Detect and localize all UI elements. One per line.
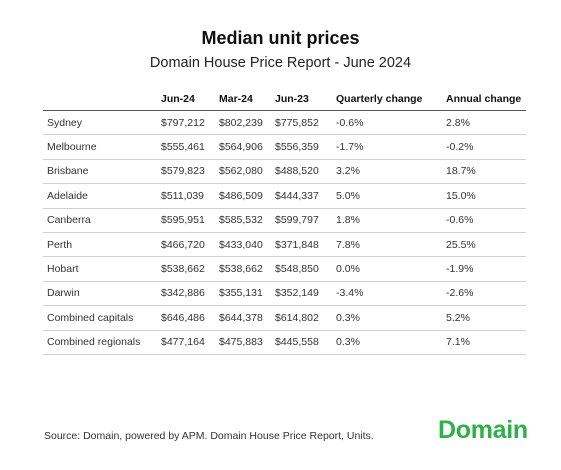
row-label: Brisbane [43,159,157,185]
table-cell: -0.6% [332,110,442,136]
table-cell: 1.8% [332,208,442,233]
table-cell: 0.0% [332,256,442,282]
table-cell: $475,883 [215,330,271,355]
row-label: Combined regionals [43,330,157,355]
table-cell: $775,852 [271,110,332,136]
table-cell: -1.7% [332,134,442,160]
table-cell: 3.2% [332,159,442,185]
chart-subtitle: Domain House Price Report - June 2024 [149,55,412,71]
table-cell: $644,378 [215,305,271,331]
row-label: Combined capitals [43,305,157,331]
table-cell: 5.0% [332,183,442,209]
table-body: Sydney $797,212 $802,239 $775,852 -0.6% 2.8% M… [43,110,526,355]
table-row: Adelaide $511,039 $486,509 $444,337 5.0% 15.0… [43,183,526,209]
table-cell: -1.9% [442,256,526,282]
row-label: Perth [43,232,157,258]
table-cell: $488,520 [271,159,332,185]
column-header: Mar-24 [215,88,271,111]
table-cell: $433,040 [215,232,271,258]
table-cell: 7.8% [332,232,442,258]
table-cell: $599,797 [271,208,332,233]
table-cell: 15.0% [442,183,526,209]
table-cell: $579,823 [157,159,215,185]
table-cell: $538,662 [157,256,215,282]
price-table: Jun-24 Mar-24 Jun-23 Quarterly change An… [43,88,526,355]
column-header [43,88,157,111]
table-cell: $614,802 [271,305,332,331]
table-cell: $548,850 [271,256,332,282]
table-cell: $562,080 [215,159,271,185]
table-row: Sydney $797,212 $802,239 $775,852 -0.6% 2.8% [43,110,526,136]
domain-logo: Domain [438,416,528,444]
table-header-row: Jun-24 Mar-24 Jun-23 Quarterly change An… [43,88,526,111]
table-row: Brisbane $579,823 $562,080 $488,520 3.2% 18.7… [43,159,526,185]
source-note: Source: Domain, powered by APM. Domain H… [44,430,374,442]
column-header: Jun-24 [157,88,215,111]
table-cell: $445,558 [271,330,332,355]
table-row: Melbourne $555,461 $564,906 $556,359 -1.7% -0… [43,134,526,160]
table-cell: $511,039 [157,183,215,209]
table-cell: $466,720 [157,232,215,258]
table-row: Perth $466,720 $433,040 $371,848 7.8% 25.5% [43,232,526,258]
table-cell: $352,149 [271,281,332,307]
table-cell: 18.7% [442,159,526,185]
table-cell: $477,164 [157,330,215,355]
table-cell: $486,509 [215,183,271,209]
row-label: Hobart [43,256,157,282]
table-cell: $646,486 [157,305,215,331]
table-row: Darwin $342,886 $355,131 $352,149 -3.4% -2.6% [43,281,526,307]
table-cell: $538,662 [215,256,271,282]
table-cell: -0.2% [442,134,526,160]
table-cell: $797,212 [157,110,215,136]
column-header: Annual change [442,88,526,111]
table-cell: -3.4% [332,281,442,307]
column-header: Jun-23 [271,88,332,111]
table-cell: 2.8% [442,110,526,136]
table-row: Hobart $538,662 $538,662 $548,850 0.0% -1.9% [43,256,526,282]
row-label: Darwin [43,281,157,307]
table-cell: 0.3% [332,330,442,355]
table-cell: $555,461 [157,134,215,160]
table-cell: 7.1% [442,330,526,355]
table-cell: $444,337 [271,183,332,209]
table-row: Canberra $595,951 $585,532 $599,797 1.8% -0.6… [43,208,526,233]
table-cell: $355,131 [215,281,271,307]
table-cell: -2.6% [442,281,526,307]
row-label: Sydney [43,110,157,136]
table-cell: $595,951 [157,208,215,233]
table-cell: $585,532 [215,208,271,233]
table-cell: $802,239 [215,110,271,136]
table-cell: $371,848 [271,232,332,258]
chart-title: Median unit prices [201,28,360,48]
table-cell: 25.5% [442,232,526,258]
table-cell: $564,906 [215,134,271,160]
table-row: Combined regionals $477,164 $475,883 $445,5… [43,330,526,355]
row-label: Canberra [43,208,157,233]
row-label: Melbourne [43,134,157,160]
table-cell: -0.6% [442,208,526,233]
row-label: Adelaide [43,183,157,209]
table-cell: 0.3% [332,305,442,331]
table-cell: $556,359 [271,134,332,160]
table-cell: 5.2% [442,305,526,331]
column-header: Quarterly change [332,88,442,111]
table-row: Combined capitals $646,486 $644,378 $614,80… [43,305,526,331]
table-cell: $342,886 [157,281,215,307]
